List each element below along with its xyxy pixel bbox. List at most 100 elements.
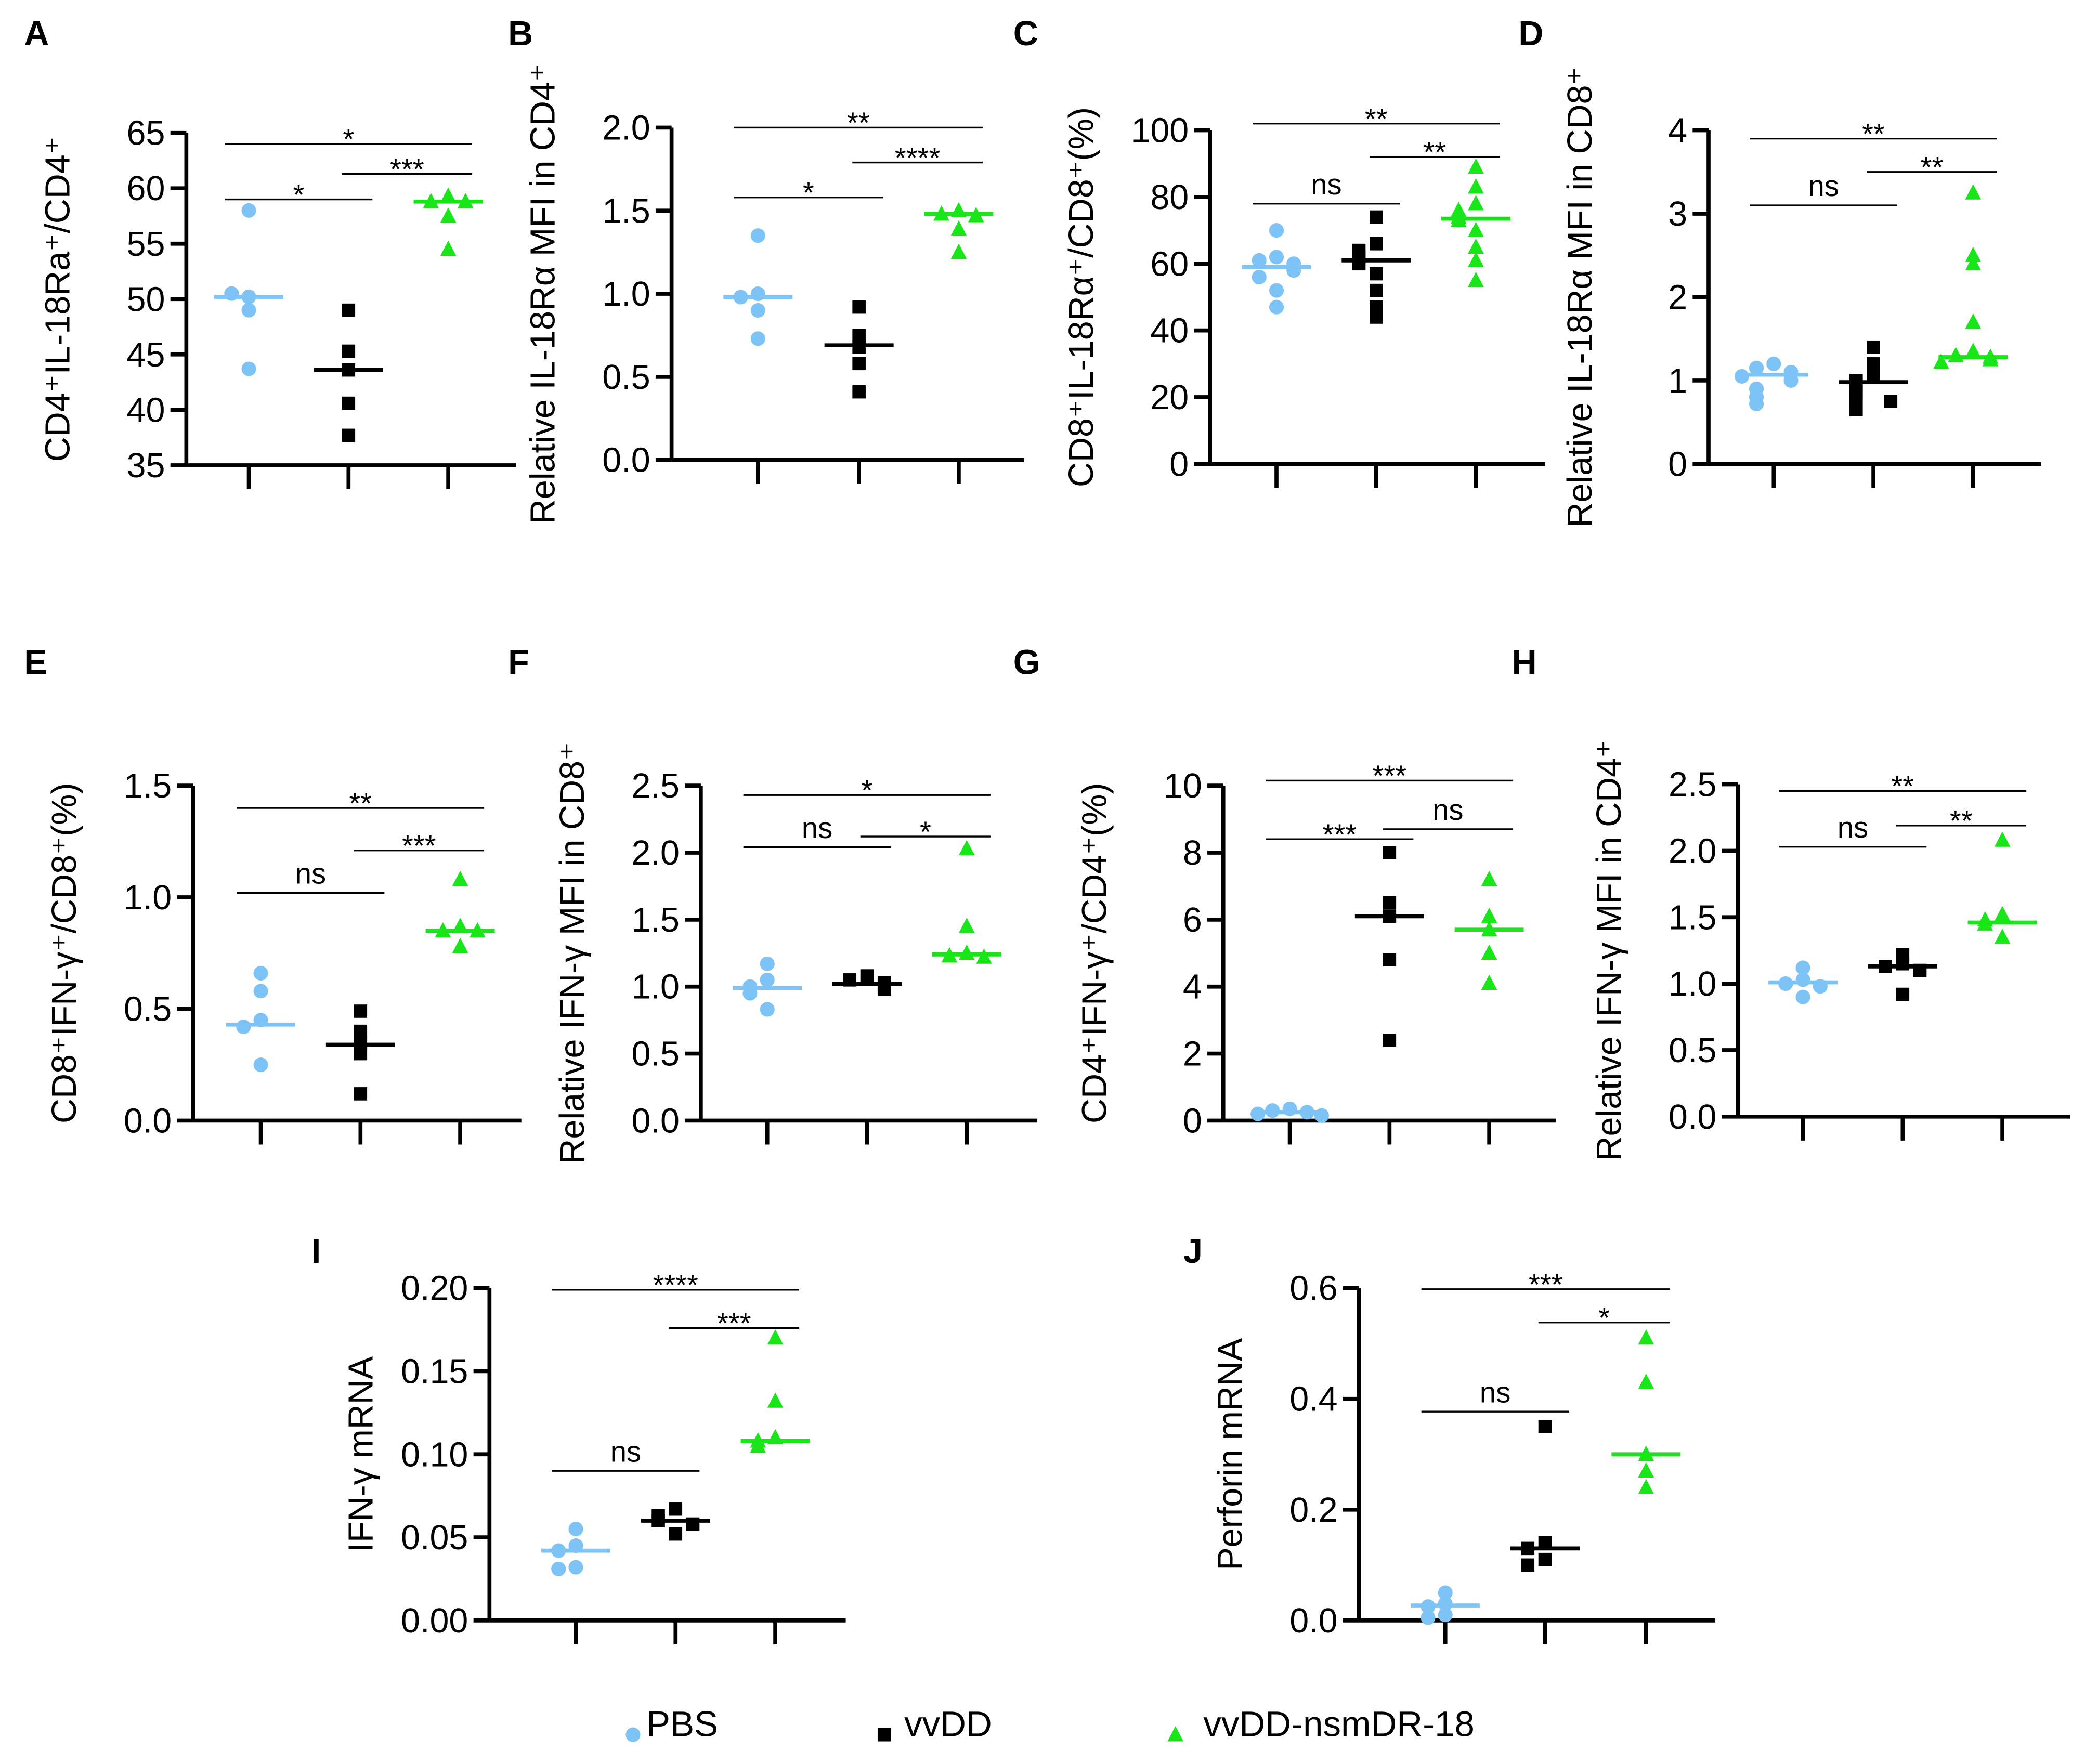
data-point (236, 1019, 251, 1035)
data-point (950, 220, 967, 236)
data-point (1965, 313, 1982, 329)
y-axis-label: Relative IL-18Rα MFI in CD8⁺ (1561, 67, 1599, 527)
data-point (1896, 987, 1910, 1001)
data-point (253, 984, 268, 999)
series-pbs (214, 203, 284, 376)
data-point (1783, 373, 1799, 388)
panel-letter: D (1518, 15, 1543, 53)
y-tick-label: 1.0 (124, 879, 172, 917)
data-point (669, 1527, 683, 1541)
significance-label: *** (1373, 760, 1407, 792)
significance-label: *** (1529, 1268, 1563, 1301)
y-tick-label: 0.00 (401, 1602, 468, 1640)
y-tick-label: 0.20 (401, 1270, 468, 1308)
data-point (342, 344, 356, 358)
y-axis-label: Relative IL-18Rα MFI in CD4⁺ (524, 63, 563, 524)
data-point (1383, 953, 1397, 966)
significance-label: ns (1432, 793, 1463, 826)
y-tick-label: 60 (127, 169, 165, 208)
significance-label: *** (402, 829, 436, 862)
data-point (1481, 870, 1497, 886)
data-point (1795, 972, 1810, 987)
data-point (1538, 1552, 1552, 1566)
data-point (440, 240, 457, 256)
significance-label: ** (1891, 770, 1914, 803)
y-tick-label: 4 (1668, 112, 1687, 150)
y-tick-label: 1.5 (602, 192, 650, 230)
y-tick-label: 0.0 (124, 1102, 172, 1140)
significance-label: ** (1365, 102, 1388, 135)
data-point (1994, 928, 2011, 944)
panel-b: B 0.0 0.5 1.0 1.5 2.0 Relative IL-18Rα MFI in … (508, 15, 1024, 524)
panel-letter: B (508, 15, 533, 53)
significance-label: ns (1311, 168, 1341, 201)
y-tick-label: 0.10 (401, 1435, 468, 1474)
significance-label: *** (717, 1307, 751, 1340)
significance-label: ** (1950, 804, 1973, 837)
series-pbs (226, 965, 296, 1073)
data-point (568, 1560, 583, 1575)
y-tick-label: 40 (1150, 312, 1189, 350)
data-point (1369, 237, 1383, 251)
data-point (1269, 283, 1284, 298)
series-vvdd (1839, 340, 1908, 416)
series-pbs (541, 1522, 611, 1576)
significance-label: ** (349, 787, 372, 819)
data-point (1638, 1374, 1654, 1389)
data-point (852, 329, 866, 342)
series-vvdd (314, 303, 383, 442)
series-vvdd-nsmdr-18 (1967, 831, 2037, 944)
y-tick-label: 2.0 (602, 109, 650, 147)
data-point (958, 840, 975, 856)
significance-label: * (343, 123, 354, 155)
series-vvdd-nsmdr-18 (1933, 184, 2008, 369)
data-point (1481, 907, 1497, 923)
data-point (1383, 1034, 1397, 1047)
data-point (1468, 178, 1484, 194)
data-point (1468, 238, 1484, 254)
series-vvdd-nsmdr-18 (932, 840, 1001, 964)
data-point (767, 1329, 784, 1345)
y-tick-label: 100 (1131, 112, 1189, 150)
y-tick-label: 0.4 (1289, 1380, 1337, 1419)
legend-label: vvDD-nsmDR-18 (1203, 1704, 1475, 1744)
panel-h: H 0.0 0.5 1.0 1.5 2.0 2.5 Relative IFN-γ MFI in… (1512, 643, 2070, 1161)
data-point (354, 1036, 368, 1049)
data-point (750, 331, 765, 346)
series-vvdd (832, 969, 902, 996)
y-tick-label: 8 (1183, 834, 1202, 872)
y-axis-label: IFN-γ mRNA (342, 1356, 380, 1552)
significance-label: * (862, 774, 873, 806)
data-point (241, 361, 256, 376)
y-tick-label: 45 (127, 336, 165, 374)
series-vvdd-nsmdr-18 (1441, 158, 1511, 288)
data-point (1369, 267, 1383, 281)
y-tick-label: 2 (1668, 278, 1687, 317)
y-tick-label: 4 (1183, 968, 1202, 1007)
data-point (852, 385, 866, 399)
significance-label: * (1598, 1301, 1610, 1334)
legend-item-vvdd-nsmdr-18: vvDD-nsmDR-18 (1167, 1704, 1475, 1744)
data-point (342, 303, 356, 317)
panel-letter: J (1183, 1232, 1203, 1271)
y-axis-label: CD8⁺IFN-γ⁺/CD8⁺(%) (45, 783, 84, 1123)
data-point (452, 937, 468, 953)
panel-letter: A (24, 15, 49, 53)
series-pbs (723, 228, 793, 346)
series-pbs (1768, 960, 1838, 1004)
data-point (1468, 252, 1484, 267)
data-point (241, 303, 256, 318)
data-point (1994, 906, 2011, 921)
data-point (958, 918, 975, 933)
data-point (1468, 221, 1484, 237)
data-point (354, 1047, 368, 1061)
data-point (958, 944, 975, 960)
data-point (1269, 223, 1284, 238)
data-point (750, 303, 765, 318)
y-tick-label: 0.15 (401, 1352, 468, 1391)
data-point (1994, 831, 2011, 847)
